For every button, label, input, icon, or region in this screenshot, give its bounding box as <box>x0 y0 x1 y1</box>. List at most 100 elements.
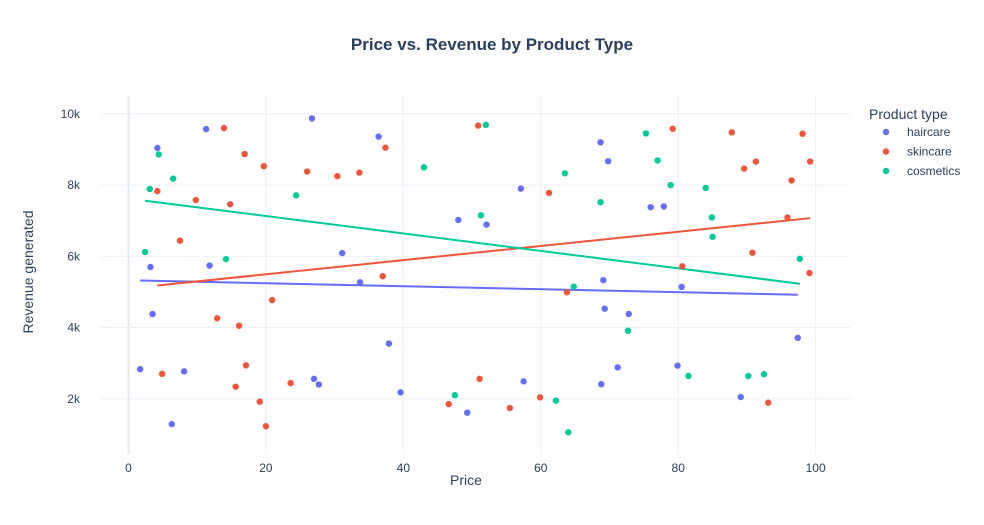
point-haircare <box>310 375 318 383</box>
y-tick-label: 4k <box>67 321 81 335</box>
point-skincare <box>242 362 250 369</box>
x-axis-title: Price <box>450 472 482 488</box>
point-haircare <box>147 263 154 271</box>
trend-lines <box>140 199 811 296</box>
point-skincare <box>176 237 184 244</box>
point-cosmetics <box>796 255 804 262</box>
point-haircare <box>136 366 144 373</box>
point-haircare <box>356 279 364 286</box>
point-cosmetics <box>654 157 661 164</box>
point-haircare <box>375 133 382 140</box>
point-haircare <box>315 381 323 388</box>
x-tick-label: 80 <box>672 461 686 475</box>
point-skincare <box>356 169 363 176</box>
y-tick-label: 2k <box>67 392 81 406</box>
point-skincare <box>235 322 243 329</box>
point-haircare <box>385 340 393 347</box>
point-haircare <box>202 125 210 133</box>
x-tick-label: 0 <box>125 461 132 475</box>
point-skincare <box>506 404 514 412</box>
y-axis-title: Revenue generated <box>20 211 36 334</box>
point-haircare <box>338 249 346 257</box>
point-skincare <box>256 398 263 405</box>
point-haircare <box>455 216 462 224</box>
legend: Product type haircare skincare cosmetics <box>869 106 960 178</box>
point-skincare <box>158 370 166 378</box>
axes: 0 20 40 60 80 100 2k 4k 6k 8k 10k <box>61 107 826 475</box>
point-haircare <box>674 362 681 369</box>
point-skincare <box>241 150 248 158</box>
grid <box>101 96 850 454</box>
point-haircare <box>464 409 471 416</box>
point-skincare <box>232 383 239 390</box>
point-cosmetics <box>708 214 716 221</box>
point-skincare <box>563 289 571 296</box>
point-skincare <box>728 129 736 136</box>
point-cosmetics <box>482 121 490 129</box>
point-haircare <box>660 203 667 210</box>
point-cosmetics <box>477 212 485 219</box>
point-cosmetics <box>141 248 149 256</box>
point-skincare <box>752 158 760 165</box>
legend-label-cosmetics: cosmetics <box>907 164 960 178</box>
legend-marker-haircare <box>882 128 890 136</box>
trend-line-cosmetics <box>144 199 800 285</box>
y-tick-label: 8k <box>67 178 81 192</box>
point-skincare <box>379 273 386 280</box>
point-skincare <box>475 122 482 129</box>
y-tick-label: 6k <box>67 249 81 263</box>
point-haircare <box>604 157 612 165</box>
point-skincare <box>262 423 270 430</box>
point-skincare <box>220 124 228 132</box>
point-haircare <box>597 139 604 146</box>
point-skincare <box>445 400 452 408</box>
point-haircare <box>737 393 744 401</box>
point-skincare <box>260 162 268 170</box>
legend-label-haircare: haircare <box>907 125 951 139</box>
point-skincare <box>784 214 791 221</box>
legend-label-skincare: skincare <box>907 145 952 159</box>
point-haircare <box>308 115 316 122</box>
legend-title: Product type <box>869 106 948 122</box>
point-skincare <box>806 158 814 165</box>
point-skincare <box>226 201 234 208</box>
point-haircare <box>625 310 632 318</box>
point-cosmetics <box>420 164 428 171</box>
point-skincare <box>268 296 276 304</box>
point-cosmetics <box>565 429 572 436</box>
point-haircare <box>647 203 654 211</box>
point-cosmetics <box>146 185 153 193</box>
point-haircare <box>598 380 605 388</box>
point-skincare <box>788 177 795 184</box>
point-haircare <box>601 305 608 312</box>
point-haircare <box>206 262 213 269</box>
point-haircare <box>678 283 685 291</box>
point-skincare <box>536 394 544 401</box>
point-haircare <box>517 185 525 192</box>
point-skincare <box>765 399 772 406</box>
point-cosmetics <box>702 184 709 192</box>
point-cosmetics <box>155 151 162 158</box>
point-cosmetics <box>292 192 300 199</box>
x-tick-label: 100 <box>806 461 826 475</box>
point-haircare <box>794 334 801 342</box>
point-skincare <box>192 196 200 204</box>
point-haircare <box>168 420 175 428</box>
point-haircare <box>483 221 490 228</box>
trend-line-skincare <box>157 217 811 287</box>
point-cosmetics <box>642 130 650 137</box>
y-tick-label: 10k <box>61 107 81 121</box>
point-haircare <box>149 310 156 318</box>
point-haircare <box>154 144 161 152</box>
point-haircare <box>520 378 527 385</box>
point-haircare <box>600 276 607 284</box>
point-skincare <box>154 187 161 195</box>
point-skincare <box>669 125 676 132</box>
point-cosmetics <box>760 371 768 378</box>
point-cosmetics <box>745 372 752 380</box>
point-skincare <box>303 168 311 175</box>
point-cosmetics <box>169 175 177 182</box>
x-tick-label: 60 <box>534 461 548 475</box>
